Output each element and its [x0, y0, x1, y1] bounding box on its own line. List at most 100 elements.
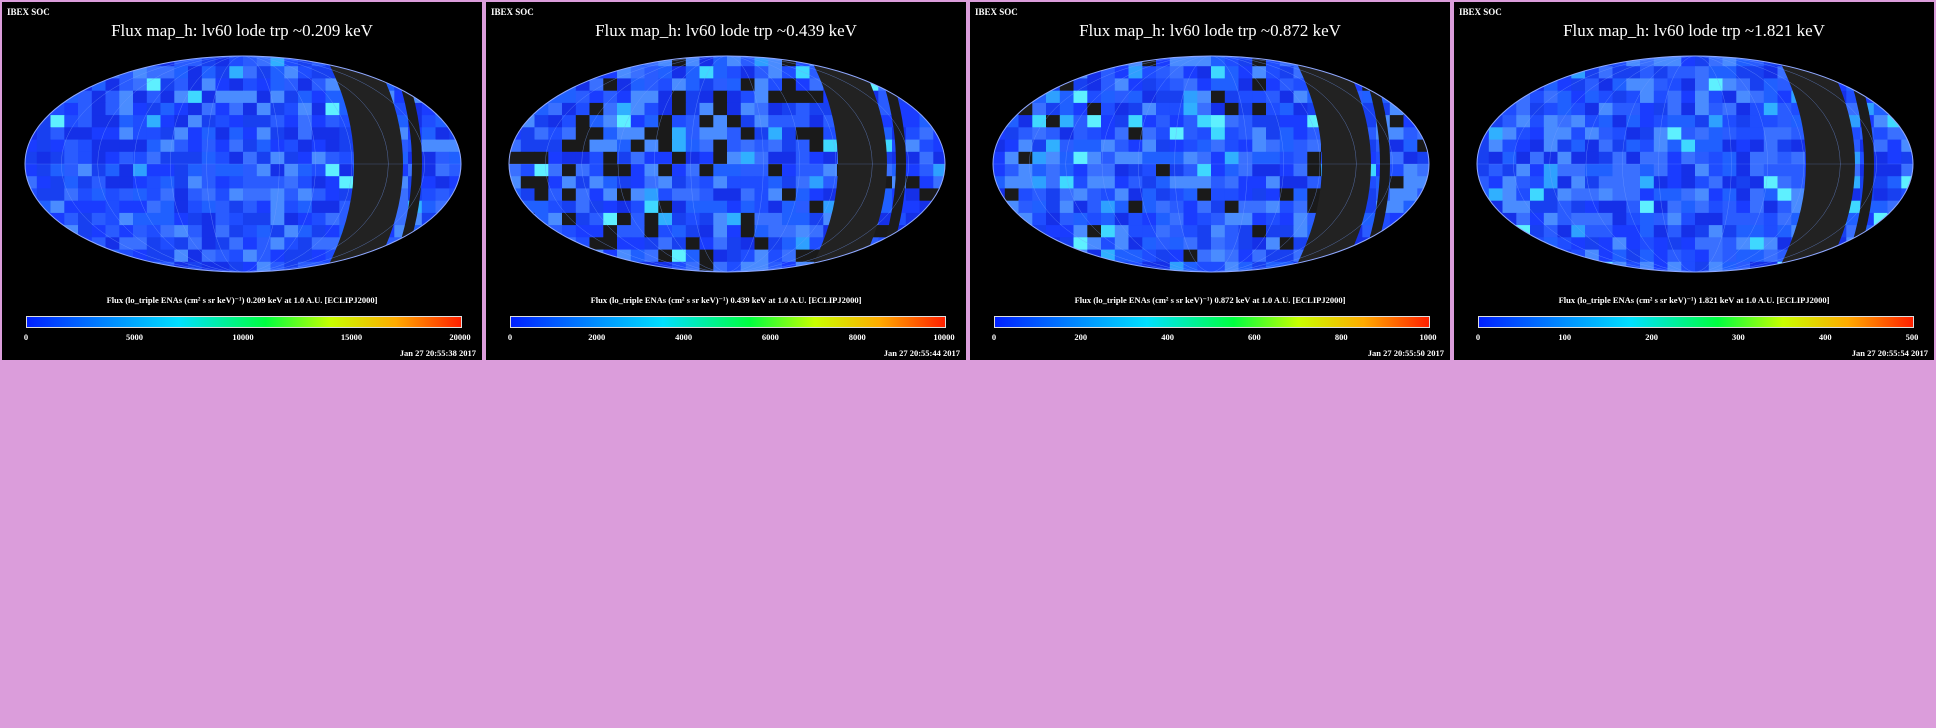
- map-pixel: [919, 102, 934, 116]
- map-pixel: [105, 212, 120, 226]
- map-pixel: [1777, 151, 1792, 165]
- map-pixel: [421, 78, 437, 92]
- map-pixel: [837, 56, 852, 67]
- map-pixel: [892, 237, 907, 251]
- map-pixel: [160, 127, 175, 141]
- map-pixel: [1156, 188, 1171, 202]
- map-pixel: [36, 188, 52, 202]
- map-pixel: [727, 225, 742, 238]
- map-pixel: [91, 164, 107, 177]
- map-pixel: [658, 151, 673, 165]
- map-pixel: [520, 78, 536, 92]
- map-pixel: [133, 90, 148, 104]
- map-pixel: [1516, 176, 1531, 189]
- map-pixel: [105, 164, 120, 177]
- map-pixel: [394, 249, 409, 263]
- map-pixel: [905, 188, 921, 202]
- map-pixel: [160, 176, 175, 189]
- map-pixel: [91, 188, 107, 202]
- map-pixel: [672, 225, 687, 238]
- map-pixel: [1557, 188, 1572, 202]
- map-pixel: [727, 115, 742, 128]
- map-pixel: [1389, 115, 1405, 128]
- map-pixel: [119, 188, 134, 202]
- map-pixel: [1211, 212, 1226, 226]
- map-pixel: [1376, 56, 1391, 67]
- map-pixel: [1502, 151, 1517, 165]
- map-pixel: [1293, 164, 1308, 177]
- map-pixel: [1032, 212, 1047, 226]
- map-pixel: [768, 151, 783, 165]
- map-pixel: [1266, 90, 1281, 104]
- map-pixel: [685, 151, 701, 165]
- map-pixel: [1530, 249, 1545, 263]
- map-pixel: [685, 127, 701, 141]
- meridian-line: [1658, 56, 1732, 272]
- map-pixel: [548, 188, 563, 202]
- map-pixel: [1653, 164, 1669, 177]
- map-pixel: [644, 90, 659, 104]
- map-pixel: [1708, 188, 1724, 202]
- map-pixel: [1516, 102, 1531, 116]
- map-pixel: [933, 151, 945, 165]
- map-pixel: [534, 66, 549, 79]
- map-pixel: [1777, 212, 1792, 226]
- map-pixel: [36, 212, 52, 226]
- map-pixel: [589, 78, 604, 92]
- map-pixel: [509, 90, 522, 104]
- map-pixel: [685, 102, 701, 116]
- map-pixel: [1763, 90, 1779, 104]
- map-pixel: [993, 78, 1006, 92]
- map-pixel: [1403, 139, 1418, 153]
- map-pixel: [1681, 151, 1696, 165]
- map-pixel: [174, 102, 189, 116]
- map-pixel: [298, 176, 313, 189]
- meridian-line: [1065, 56, 1357, 272]
- map-pixel: [1403, 225, 1418, 238]
- map-pixel: [1543, 139, 1559, 153]
- map-pixel: [243, 56, 258, 67]
- map-pixel: [1873, 225, 1889, 238]
- map-pixel: [243, 66, 258, 79]
- map-pixel: [1653, 78, 1669, 92]
- map-pixel: [1197, 151, 1212, 165]
- meridian-line: [617, 56, 837, 272]
- map-pixel: [1114, 66, 1130, 79]
- map-pixel: [243, 188, 258, 202]
- map-pixel: [64, 127, 79, 141]
- map-pixel: [1211, 151, 1226, 165]
- map-pixel: [78, 249, 93, 263]
- map-pixel: [823, 261, 838, 272]
- map-pixel: [78, 139, 93, 153]
- map-pixel: [311, 56, 327, 67]
- map-pixel: [1032, 249, 1047, 263]
- map-pixel: [617, 176, 632, 189]
- map-pixel: [1598, 164, 1614, 177]
- map-pixel: [1736, 188, 1751, 202]
- map-pixel: [1708, 176, 1724, 189]
- map-pixel: [1018, 66, 1033, 79]
- map-pixel: [188, 90, 203, 104]
- map-pixel: [1156, 261, 1171, 272]
- sky-map-svg: [992, 55, 1430, 273]
- map-pixel: [699, 212, 714, 226]
- map-pixel: [1736, 176, 1751, 189]
- map-pixel: [1488, 56, 1504, 67]
- map-pixel: [562, 56, 577, 67]
- map-pixel: [1169, 237, 1185, 251]
- map-pixel: [298, 127, 313, 141]
- map-pixel: [311, 225, 327, 238]
- map-pixel: [229, 188, 244, 202]
- map-pixel: [672, 164, 687, 177]
- map-pixel: [1502, 261, 1517, 272]
- map-pixel: [105, 151, 120, 165]
- map-pixel: [25, 127, 38, 141]
- map-pixel: [933, 249, 945, 263]
- sky-map-panel: IBEX SOC Flux map_h: lv60 lode trp ~0.43…: [486, 2, 966, 360]
- map-pixel: [727, 90, 742, 104]
- map-pixel: [520, 176, 536, 189]
- map-pixel: [1403, 151, 1418, 165]
- map-pixel: [699, 90, 714, 104]
- map-pixel: [284, 188, 299, 202]
- map-pixel: [1224, 200, 1240, 214]
